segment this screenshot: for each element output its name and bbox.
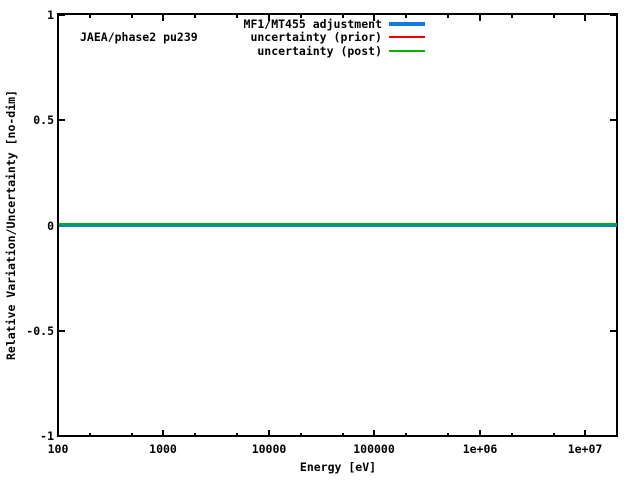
x-tick-label: 10000 — [251, 442, 287, 456]
plot-annotation: JAEA/phase2 pu239 — [80, 30, 198, 44]
x-major-tick — [479, 430, 481, 436]
x-minor-tick — [405, 433, 407, 436]
x-minor-tick — [131, 15, 133, 18]
legend-entry-label: MF1/MT455 adjustment — [243, 16, 382, 31]
x-minor-tick — [553, 433, 555, 436]
x-major-tick — [584, 430, 586, 436]
x-major-tick — [584, 15, 586, 21]
y-major-tick — [59, 435, 65, 437]
x-minor-tick — [342, 15, 344, 18]
x-minor-tick — [447, 15, 449, 18]
x-tick-label: 100000 — [353, 442, 395, 456]
x-minor-tick — [511, 433, 513, 436]
x-major-tick — [268, 430, 270, 436]
x-minor-tick — [511, 15, 513, 18]
x-minor-tick — [89, 15, 91, 18]
x-minor-tick — [405, 15, 407, 18]
x-minor-tick — [194, 433, 196, 436]
x-tick-label: 1000 — [149, 442, 177, 456]
x-minor-tick — [300, 15, 302, 18]
y-major-tick — [59, 14, 65, 16]
x-minor-tick — [300, 433, 302, 436]
x-minor-tick — [131, 433, 133, 436]
x-tick-label: 100 — [47, 442, 69, 456]
x-minor-tick — [553, 15, 555, 18]
y-major-tick — [610, 119, 616, 121]
x-tick-label: 1e+06 — [462, 442, 498, 456]
y-major-tick — [59, 119, 65, 121]
y-major-tick — [610, 435, 616, 437]
legend-entry-line-sample — [389, 49, 425, 52]
x-minor-tick — [236, 433, 238, 436]
legend: MF1/MT455 adjustment uncertainty (prior) u… — [225, 17, 425, 58]
x-tick-label: 1e+07 — [567, 442, 603, 456]
x-major-tick — [268, 15, 270, 21]
x-major-tick — [373, 15, 375, 21]
x-major-tick — [373, 430, 375, 436]
y-tick-label: 0 — [47, 219, 54, 233]
x-major-tick — [162, 15, 164, 21]
x-minor-tick — [89, 433, 91, 436]
x-major-tick — [57, 15, 59, 21]
x-minor-tick — [236, 15, 238, 18]
legend-entry-line-sample — [389, 36, 425, 39]
x-minor-tick — [447, 433, 449, 436]
x-major-tick — [57, 430, 59, 436]
y-tick-label: -1 — [40, 429, 54, 443]
plot-area-border — [57, 13, 618, 437]
legend-entry: uncertainty (prior) — [225, 30, 425, 45]
y-major-tick — [59, 330, 65, 332]
legend-entry-label: uncertainty (post) — [257, 43, 382, 58]
y-major-tick — [610, 14, 616, 16]
legend-entry-line-sample — [389, 21, 425, 26]
legend-entry-label: uncertainty (prior) — [250, 30, 382, 45]
y-major-tick — [610, 330, 616, 332]
x-minor-tick — [194, 15, 196, 18]
y-tick-label: 1 — [47, 8, 54, 22]
y-tick-label: 0.5 — [33, 113, 54, 127]
x-axis-title: Energy [eV] — [299, 460, 377, 474]
y-tick-label: -0.5 — [26, 324, 54, 338]
x-major-tick — [479, 15, 481, 21]
series-line-uncertainty-post- — [59, 223, 617, 225]
x-minor-tick — [342, 433, 344, 436]
legend-entry: uncertainty (post) — [225, 44, 425, 58]
x-major-tick — [162, 430, 164, 436]
legend-entry: MF1/MT455 adjustment — [225, 17, 425, 31]
series-line-mf1-mt455-adjustment — [59, 223, 617, 227]
